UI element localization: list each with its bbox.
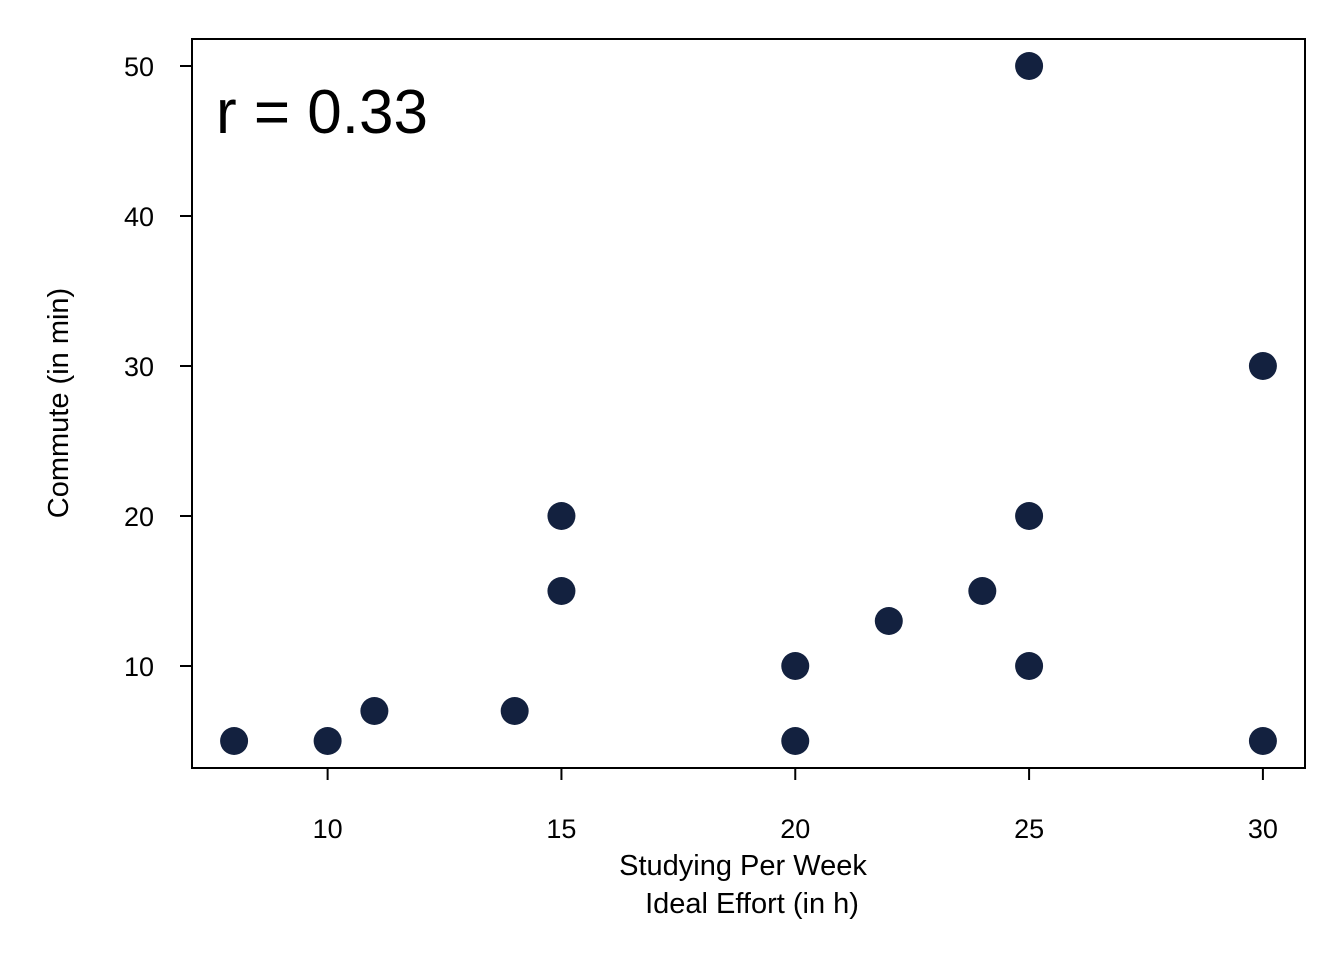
data-point-7 (781, 652, 810, 680)
x-tick-label: 20 (780, 814, 810, 844)
x-tick-label: 15 (546, 814, 576, 844)
x-tick-label: 10 (313, 814, 343, 844)
x-axis: 10 15 20 25 30 (313, 768, 1278, 844)
data-point-13 (1248, 727, 1277, 755)
data-point-14 (1248, 352, 1277, 380)
plot-frame (191, 38, 1306, 769)
data-point-5 (547, 502, 576, 530)
data-point-9 (968, 577, 997, 605)
data-point-6 (781, 727, 810, 755)
data-point-4 (547, 577, 576, 605)
y-tick-label: 10 (124, 652, 154, 682)
data-point-10 (1015, 652, 1044, 680)
y-tick-label: 20 (124, 502, 154, 532)
data-point-1 (313, 727, 342, 755)
data-point-3 (500, 697, 529, 725)
data-point-12 (1015, 52, 1044, 80)
data-point-0 (220, 727, 249, 755)
y-tick-label: 30 (124, 352, 154, 382)
correlation-annotation: r = 0.33 (216, 78, 428, 147)
data-point-8 (874, 607, 903, 635)
x-tick-label: 25 (1014, 814, 1044, 844)
data-point-2 (360, 697, 389, 725)
y-tick-label: 40 (124, 202, 154, 232)
data-point-11 (1015, 502, 1044, 530)
y-tick-label: 50 (124, 52, 154, 82)
x-tick-label: 30 (1248, 814, 1278, 844)
y-axis: 10 20 30 40 50 (124, 52, 192, 682)
data-points (220, 52, 1277, 755)
x-axis-label-line-2: Ideal Effort (in h) (645, 888, 859, 920)
y-axis-label: Commute (in min) (43, 288, 75, 518)
x-axis-label-line-1: Studying Per Week (619, 850, 867, 882)
